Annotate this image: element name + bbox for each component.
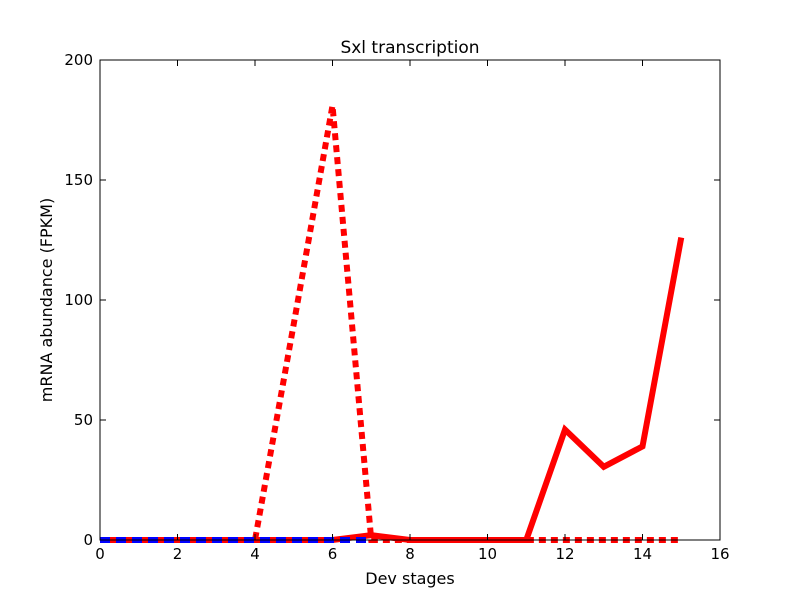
x-tick-label: 16 bbox=[710, 545, 729, 563]
y-tick-label: 0 bbox=[83, 531, 93, 549]
x-tick-label: 14 bbox=[633, 545, 652, 563]
x-tick-label: 8 bbox=[405, 545, 415, 563]
x-tick-label: 4 bbox=[250, 545, 260, 563]
x-axis-label: Dev stages bbox=[365, 569, 454, 588]
chart-title: Sxl transcription bbox=[340, 38, 479, 58]
x-tick-label: 6 bbox=[328, 545, 338, 563]
y-tick-label: 100 bbox=[64, 291, 93, 309]
y-tick-label: 50 bbox=[74, 411, 93, 429]
x-tick-label: 12 bbox=[555, 545, 574, 563]
axes: 0 2 4 6 8 10 12 14 16 0 50 100 150 200 bbox=[64, 51, 729, 563]
x-tick-label: 10 bbox=[478, 545, 497, 563]
x-tick-label: 2 bbox=[173, 545, 183, 563]
x-tick-label: 0 bbox=[95, 545, 105, 563]
y-tick-label: 150 bbox=[64, 171, 93, 189]
y-tick-label: 200 bbox=[64, 51, 93, 69]
y-axis-label: mRNA abundance (FPKM) bbox=[37, 198, 56, 402]
